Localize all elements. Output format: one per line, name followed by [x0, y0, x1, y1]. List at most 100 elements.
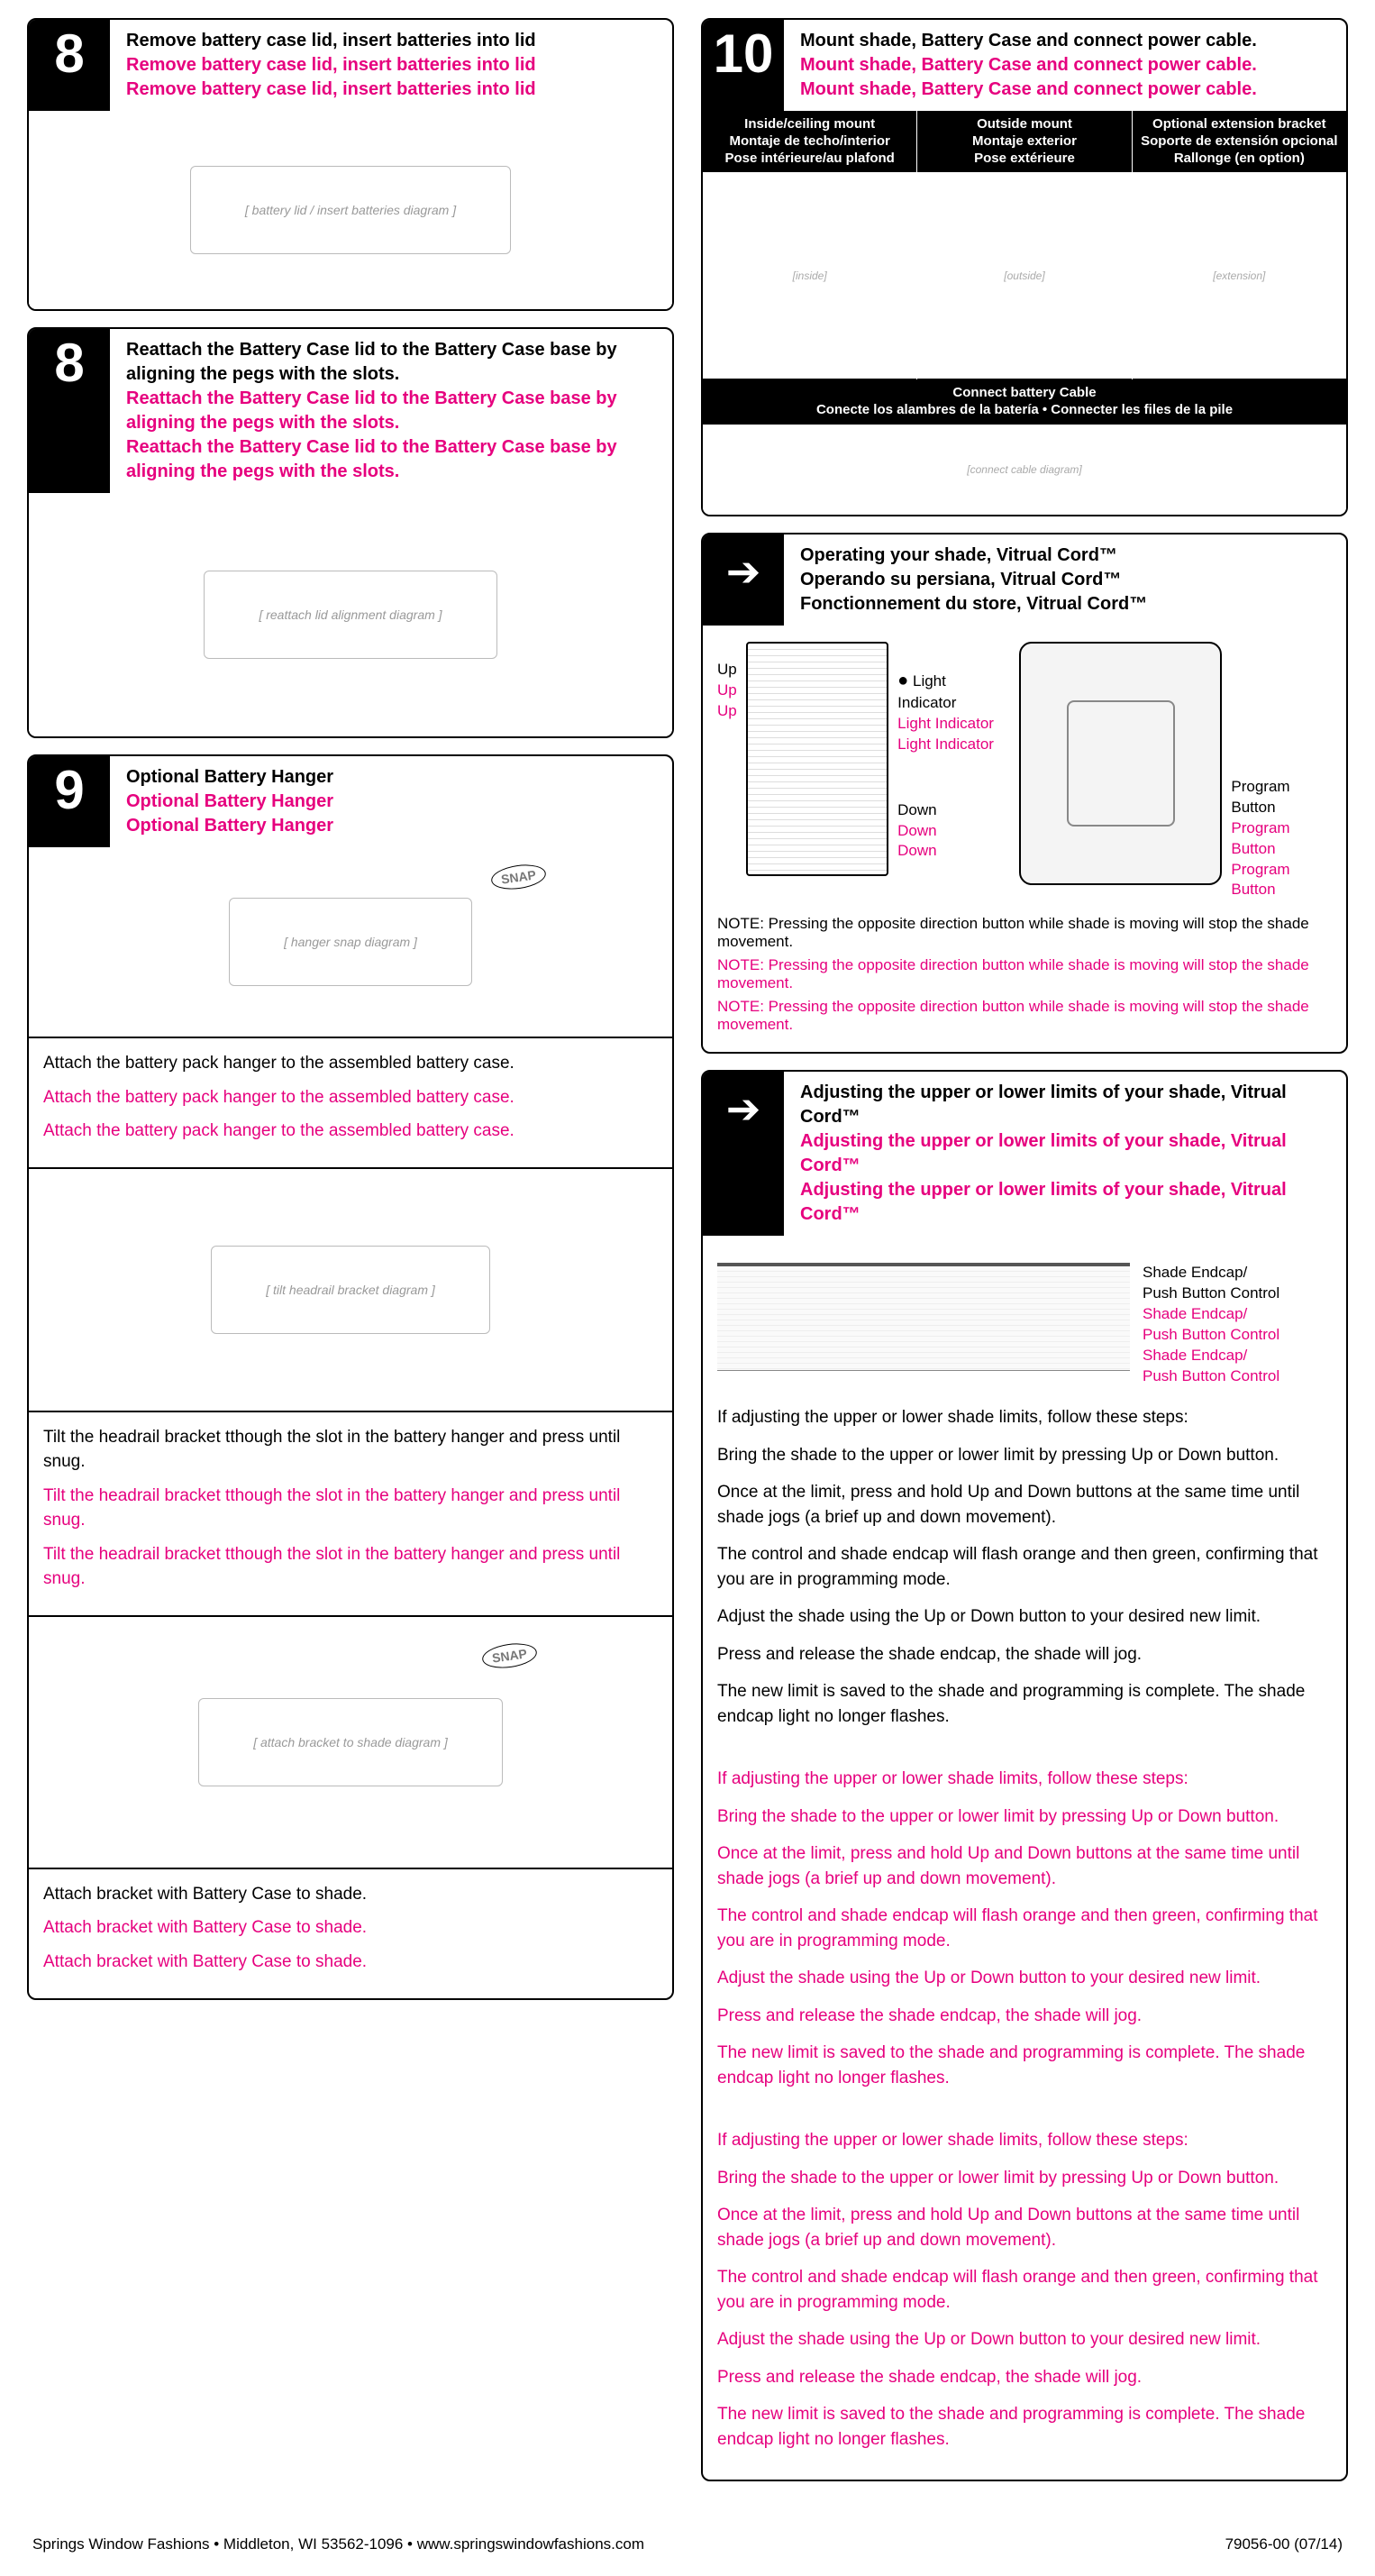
cap-es: Attach the battery pack hanger to the as… — [43, 1085, 658, 1110]
program-fr: Program Button — [1231, 860, 1332, 901]
cap-en: Attach the battery pack hanger to the as… — [43, 1051, 658, 1076]
cable-section: Connect battery Cable Conecte los alambr… — [703, 379, 1346, 515]
up-en: Up — [717, 660, 737, 681]
step-9-caption-2: Tilt the headrail bracket tthough the sl… — [29, 1411, 672, 1615]
program-es: Program Button — [1231, 818, 1332, 860]
cap-fr: Tilt the headrail bracket tthough the sl… — [43, 1542, 658, 1592]
cap-es: Tilt the headrail bracket tthough the sl… — [43, 1484, 658, 1533]
mount-outside-illus: [outside] — [917, 172, 1131, 379]
remote-illus — [1019, 642, 1222, 885]
footer-left: Springs Window Fashions • Middleton, WI … — [32, 2535, 644, 2553]
down-es: Down — [897, 821, 1001, 842]
op-right: Program Button Program Button Program Bu… — [1019, 642, 1332, 901]
arrow-icon: ➔ — [703, 1072, 784, 1146]
step-9-illus-2: [ tilt headrail bracket diagram ] — [29, 1167, 672, 1411]
cap-es: Attach bracket with Battery Case to shad… — [43, 1915, 658, 1941]
step-8a-panel: 8 Remove battery case lid, insert batter… — [27, 18, 674, 311]
step-10-title: Mount shade, Battery Case and connect po… — [784, 20, 1346, 111]
adj-steps-en: If adjusting the upper or lower shade li… — [717, 1405, 1332, 1729]
title-fr: Mount shade, Battery Case and connect po… — [800, 78, 1330, 102]
label-es: Soporte de extensión opcional — [1136, 133, 1343, 151]
step-9-title: Optional Battery Hanger Optional Battery… — [110, 756, 672, 847]
title-en: Mount shade, Battery Case and connect po… — [800, 29, 1330, 53]
p5: Adjust the shade using the Up or Down bu… — [717, 1966, 1332, 1991]
cable-label: Connect battery Cable Conecte los alambr… — [703, 379, 1346, 425]
title-es: Adjusting the upper or lower limits of y… — [800, 1129, 1330, 1178]
p5: Adjust the shade using the Up or Down bu… — [717, 2327, 1332, 2352]
right-column: 10 Mount shade, Battery Case and connect… — [701, 18, 1348, 2481]
page-columns: 8 Remove battery case lid, insert batter… — [27, 18, 1348, 2481]
step-number: 8 — [29, 20, 110, 97]
step-8a-header: 8 Remove battery case lid, insert batter… — [29, 20, 672, 111]
page-footer: Springs Window Fashions • Middleton, WI … — [27, 2535, 1348, 2562]
label-en: Optional extension bracket — [1136, 116, 1343, 133]
title-fr: Remove battery case lid, insert batterie… — [126, 78, 656, 102]
mount-extension: Optional extension bracket Soporte de ex… — [1133, 111, 1346, 172]
step-9-header: 9 Optional Battery Hanger Optional Batte… — [29, 756, 672, 847]
limits-shade-illus — [717, 1263, 1130, 1371]
dot-icon: ● — [897, 671, 908, 690]
illustration-placeholder: [ attach bracket to shade diagram ] — [198, 1698, 503, 1786]
left-column: 8 Remove battery case lid, insert batter… — [27, 18, 674, 2481]
endcap-es: Shade Endcap/ Push Button Control — [1143, 1304, 1332, 1346]
operating-panel: ➔ Operating your shade, Vitrual Cord™ Op… — [701, 533, 1348, 1055]
p3: Once at the limit, press and hold Up and… — [717, 2203, 1332, 2252]
p2: Bring the shade to the upper or lower li… — [717, 1443, 1332, 1468]
cable-title: Connect battery Cable — [706, 385, 1343, 402]
mount-inside: Inside/ceiling mount Montaje de techo/in… — [703, 111, 917, 172]
note-fr: NOTE: Pressing the opposite direction bu… — [717, 998, 1332, 1034]
p2: Bring the shade to the upper or lower li… — [717, 2166, 1332, 2191]
p3: Once at the limit, press and hold Up and… — [717, 1841, 1332, 1891]
cap-en: Attach bracket with Battery Case to shad… — [43, 1882, 658, 1907]
step-8a-title: Remove battery case lid, insert batterie… — [110, 20, 672, 111]
illustration-placeholder: [ hanger snap diagram ] — [229, 898, 472, 986]
step-9-illus-1: [ hanger snap diagram ] SNAP — [29, 847, 672, 1037]
p2: Bring the shade to the upper or lower li… — [717, 1804, 1332, 1830]
illustration-placeholder: [ reattach lid alignment diagram ] — [204, 571, 496, 659]
arrow-icon: ➔ — [703, 534, 784, 608]
mount-ext-label: Optional extension bracket Soporte de ex… — [1133, 111, 1346, 172]
mount-inside-illus: [inside] — [703, 172, 916, 379]
down-group: Down Down Down — [897, 800, 1001, 863]
up-fr: Up — [717, 701, 737, 722]
step-number: 10 — [703, 20, 784, 97]
p1: If adjusting the upper or lower shade li… — [717, 1767, 1332, 1792]
p3: Once at the limit, press and hold Up and… — [717, 1480, 1332, 1530]
illustration-placeholder: [ battery lid / insert batteries diagram… — [190, 166, 511, 254]
light-es: Light Indicator — [897, 715, 994, 732]
down-en: Down — [897, 800, 1001, 821]
operating-diagram: Up Up Up ● Light Indicator Light Indicat… — [717, 642, 1332, 901]
p6: Press and release the shade endcap, the … — [717, 1642, 1332, 1667]
title-es: Optional Battery Hanger — [126, 790, 656, 814]
cable-sub: Conecte los alambres de la batería • Con… — [706, 402, 1343, 419]
title-en: Remove battery case lid, insert batterie… — [126, 29, 656, 53]
adjusting-panel: ➔ Adjusting the upper or lower limits of… — [701, 1070, 1348, 2480]
note-es: NOTE: Pressing the opposite direction bu… — [717, 956, 1332, 992]
step-9-caption-3: Attach bracket with Battery Case to shad… — [29, 1868, 672, 1998]
cap-fr: Attach the battery pack hanger to the as… — [43, 1119, 658, 1144]
snap-label: SNAP — [490, 862, 548, 892]
p6: Press and release the shade endcap, the … — [717, 2004, 1332, 2029]
step-8b-panel: 8 Reattach the Battery Case lid to the B… — [27, 327, 674, 738]
mid-labels: ● Light Indicator Light Indicator Light … — [897, 642, 1001, 876]
mount-ext-illus: [extension] — [1133, 172, 1346, 379]
adjusting-header: ➔ Adjusting the upper or lower limits of… — [703, 1072, 1346, 1236]
light-fr: Light Indicator — [897, 735, 994, 753]
label-fr: Pose intérieure/au plafond — [706, 151, 913, 168]
limits-diagram: Shade Endcap/ Push Button Control Shade … — [717, 1263, 1332, 1387]
title-en: Reattach the Battery Case lid to the Bat… — [126, 338, 656, 387]
footer-right: 79056-00 (07/14) — [1225, 2535, 1343, 2553]
mount-images-row: [inside] [outside] [extension] — [703, 172, 1346, 379]
illustration-placeholder: [ tilt headrail bracket diagram ] — [211, 1246, 490, 1334]
title-es: Remove battery case lid, insert batterie… — [126, 53, 656, 78]
p1: If adjusting the upper or lower shade li… — [717, 2128, 1332, 2153]
operating-header: ➔ Operating your shade, Vitrual Cord™ Op… — [703, 534, 1346, 626]
mount-labels-row: Inside/ceiling mount Montaje de techo/in… — [703, 111, 1346, 172]
title-es: Operando su persiana, Vitrual Cord™ — [800, 568, 1330, 592]
step-8b-illustration: [ reattach lid alignment diagram ] — [29, 493, 672, 736]
title-es: Mount shade, Battery Case and connect po… — [800, 53, 1330, 78]
p7: The new limit is saved to the shade and … — [717, 2402, 1332, 2452]
program-labels: Program Button Program Button Program Bu… — [1231, 642, 1332, 901]
endcap-en: Shade Endcap/ Push Button Control — [1143, 1263, 1332, 1304]
mount-outside-label: Outside mount Montaje exterior Pose exté… — [917, 111, 1131, 172]
